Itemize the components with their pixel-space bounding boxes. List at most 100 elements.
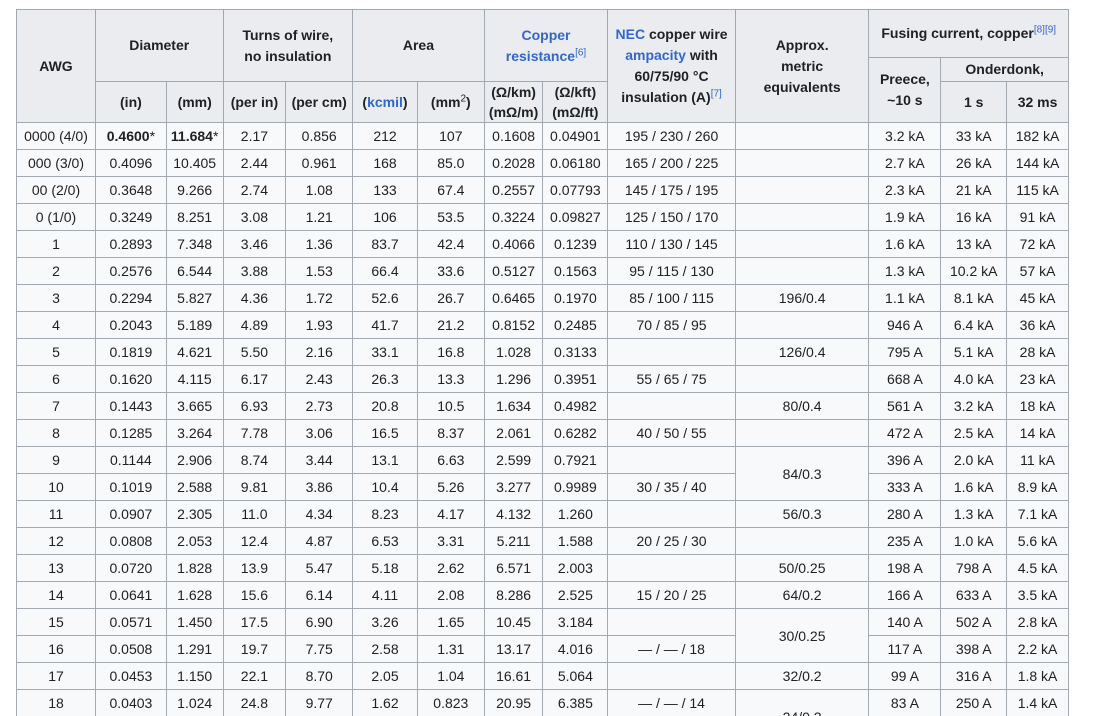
table-row: 3 0.2294 5.827 4.36 1.72 52.6 26.7 0.6465 0.1970… xyxy=(16,284,1069,312)
cell-preece: 396 A xyxy=(868,446,942,474)
ref-6-link[interactable]: [6] xyxy=(575,46,587,58)
cell-per-in: 7.78 xyxy=(222,419,287,447)
cell-s1: 16 kA xyxy=(940,203,1008,231)
cell-mm: 5.189 xyxy=(165,311,224,339)
table-row: 000 (3/0) 0.4096 10.405 2.44 0.961 168 85.0 0.2… xyxy=(16,149,1069,177)
nec-link[interactable]: NEC xyxy=(615,26,646,42)
cell-s1: 10.2 kA xyxy=(940,257,1008,285)
table-row: 6 0.1620 4.115 6.17 2.43 26.3 13.3 1.296 0.3951 5… xyxy=(16,365,1069,393)
cell-nec: 30 / 35 / 40 xyxy=(607,473,736,501)
cell-nec xyxy=(607,554,736,582)
cell-ohm-km: 20.95 xyxy=(483,689,544,716)
cell-preece: 117 A xyxy=(868,635,942,663)
cell-nec: 85 / 100 / 115 xyxy=(607,284,736,312)
resistance-link[interactable]: resistance xyxy=(505,47,576,64)
cell-in: 0.1819 xyxy=(94,338,167,366)
cell-kcmil: 106 xyxy=(352,203,418,231)
cell-per-in: 22.1 xyxy=(222,662,287,690)
cell-s1: 4.0 kA xyxy=(940,365,1008,393)
cell-metric xyxy=(734,419,870,447)
cell-preece: 166 A xyxy=(868,581,942,609)
cell-metric: 80/0.4 xyxy=(734,392,870,420)
cell-awg: 15 xyxy=(16,608,96,636)
cell-metric: 196/0.4 xyxy=(734,284,870,312)
cell-s1: 6.4 kA xyxy=(940,311,1008,339)
header-metric-equivalents: Approx. metric equivalents xyxy=(734,9,870,123)
cell-metric xyxy=(734,149,870,177)
cell-s1: 5.1 kA xyxy=(940,338,1008,366)
cell-preece: 99 A xyxy=(868,662,942,690)
cell-ohm-kft: 0.06180 xyxy=(542,149,609,177)
cell-nec: 125 / 150 / 170 xyxy=(607,203,736,231)
cell-kcmil: 66.4 xyxy=(352,257,418,285)
ref-8-9-link[interactable]: [8][9] xyxy=(1033,24,1057,36)
cell-ohm-kft: 0.4982 xyxy=(542,392,609,420)
cell-per-cm: 1.72 xyxy=(285,284,354,312)
cell-mm: 1.150 xyxy=(165,662,224,690)
cell-mm2: 67.4 xyxy=(416,176,485,204)
cell-ohm-kft: 0.3951 xyxy=(542,365,609,393)
cell-per-cm: 1.36 xyxy=(285,230,354,258)
cell-awg: 16 xyxy=(16,635,96,663)
cell-metric xyxy=(734,176,870,204)
cell-per-in: 24.8 xyxy=(222,689,287,716)
cell-ms32: 45 kA xyxy=(1006,284,1069,312)
cell-preece: 472 A xyxy=(868,419,942,447)
header-fusing-current: Fusing current, copper[8][9] xyxy=(868,9,1069,58)
cell-ohm-km: 0.3224 xyxy=(483,203,544,231)
cell-ohm-kft: 5.064 xyxy=(542,662,609,690)
header-awg: AWG xyxy=(16,9,96,123)
cell-kcmil: 8.23 xyxy=(352,500,418,528)
header-row-3: (in) (mm) (per in) (per cm) (kcmil) (mm2… xyxy=(17,81,1069,123)
copper-link[interactable]: Copper xyxy=(521,26,571,43)
cell-in: 0.2576 xyxy=(94,257,167,285)
cell-preece: 1.3 kA xyxy=(868,257,942,285)
cell-per-cm: 0.856 xyxy=(285,122,354,150)
cell-awg: 7 xyxy=(16,392,96,420)
cell-nec: 145 / 175 / 195 xyxy=(607,176,736,204)
cell-s1: 2.0 kA xyxy=(940,446,1008,474)
cell-mm2: 1.65 xyxy=(416,608,485,636)
cell-per-in: 19.7 xyxy=(222,635,287,663)
table-body: 0000 (4/0) 0.4600* 11.684* 2.17 0.856 212 107 0… xyxy=(16,122,1069,716)
cell-mm2: 26.7 xyxy=(416,284,485,312)
cell-mm: 1.828 xyxy=(165,554,224,582)
cell-mm: 1.628 xyxy=(165,581,224,609)
cell-preece: 2.3 kA xyxy=(868,176,942,204)
cell-ohm-km: 0.5127 xyxy=(483,257,544,285)
cell-ohm-km: 2.599 xyxy=(483,446,544,474)
cell-ohm-km: 4.132 xyxy=(483,500,544,528)
cell-ms32: 11 kA xyxy=(1006,446,1069,474)
ref-7-link[interactable]: [7] xyxy=(710,88,722,100)
kcmil-link[interactable]: kcmil xyxy=(367,93,403,110)
header-in: (in) xyxy=(94,81,167,123)
cell-preece: 235 A xyxy=(868,527,942,555)
header-ohm-kft: (Ω/kft) (mΩ/ft) xyxy=(542,81,609,123)
cell-per-cm: 0.961 xyxy=(285,149,354,177)
cell-kcmil: 20.8 xyxy=(352,392,418,420)
cell-ohm-kft: 0.04901 xyxy=(542,122,609,150)
cell-metric xyxy=(734,365,870,393)
table-row: 10 0.1019 2.588 9.81 3.86 10.4 5.26 3.277 0.9989… xyxy=(16,473,1069,501)
cell-preece: 795 A xyxy=(868,338,942,366)
cell-kcmil: 3.26 xyxy=(352,608,418,636)
cell-ohm-km: 8.286 xyxy=(483,581,544,609)
cell-s1: 1.0 kA xyxy=(940,527,1008,555)
cell-ohm-kft: 2.525 xyxy=(542,581,609,609)
cell-kcmil: 26.3 xyxy=(352,365,418,393)
cell-kcmil: 52.6 xyxy=(352,284,418,312)
cell-in: 0.3648 xyxy=(94,176,167,204)
cell-in: 0.0720 xyxy=(94,554,167,582)
cell-in: 0.2294 xyxy=(94,284,167,312)
cell-ohm-km: 0.8152 xyxy=(483,311,544,339)
header-turns: Turns of wire, no insulation xyxy=(222,9,354,82)
cell-ohm-kft: 0.7921 xyxy=(542,446,609,474)
cell-nec xyxy=(607,446,736,474)
cell-in: 0.0907 xyxy=(94,500,167,528)
nec-text-3: 60/75/90 °C xyxy=(634,68,709,84)
cell-mm: 4.621 xyxy=(165,338,224,366)
table-row: 11 0.0907 2.305 11.0 4.34 8.23 4.17 4.132 1.260 5… xyxy=(16,500,1069,528)
cell-nec: 20 / 25 / 30 xyxy=(607,527,736,555)
ampacity-link[interactable]: ampacity xyxy=(625,47,686,63)
cell-ms32: 36 kA xyxy=(1006,311,1069,339)
